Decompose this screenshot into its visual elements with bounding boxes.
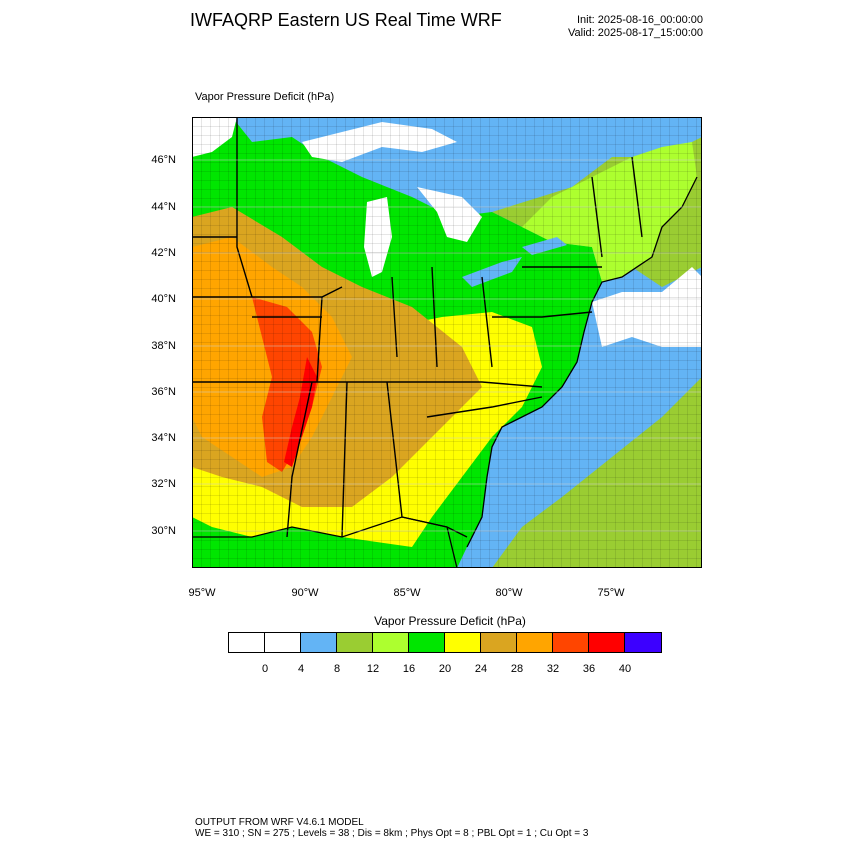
graticule (192, 159, 702, 532)
lon-label: 85°W (393, 587, 421, 599)
lat-label: 46°N (151, 154, 176, 166)
valid-time: Valid: 2025-08-17_15:00:00 (568, 27, 703, 39)
colorbar-tick-label: 36 (582, 663, 596, 675)
colorbar-tick-label: 16 (402, 663, 416, 675)
lat-label: 42°N (151, 247, 176, 259)
lon-label: 95°W (188, 587, 216, 599)
colorbar-tick-label: 40 (618, 663, 632, 675)
colorbar-swatch (481, 633, 517, 652)
run-info: Init: 2025-08-16_00:00:00 Valid: 2025-08… (568, 14, 703, 40)
county-lines (192, 117, 702, 568)
map-frame (192, 117, 702, 568)
lat-label: 38°N (151, 340, 176, 352)
model-config: WE = 310 ; SN = 275 ; Levels = 38 ; Dis … (195, 828, 589, 839)
colorbar-tick-label: 0 (261, 663, 269, 675)
colorbar-swatch (517, 633, 553, 652)
field-subtitle: Vapor Pressure Deficit (hPa) (195, 91, 335, 103)
lat-label: 34°N (151, 432, 176, 444)
colorbar-swatch (301, 633, 337, 652)
lon-label: 80°W (495, 587, 523, 599)
lon-label: 90°W (291, 587, 319, 599)
map-title: IWFAQRP Eastern US Real Time WRF (190, 10, 502, 30)
colorbar-swatch (409, 633, 445, 652)
colorbar-swatch (265, 633, 301, 652)
colorbar-tick-label: 20 (438, 663, 452, 675)
init-time: Init: 2025-08-16_00:00:00 (577, 14, 703, 26)
lon-label: 75°W (597, 587, 625, 599)
colorbar-tick-label: 8 (333, 663, 341, 675)
colorbar-tick-label: 24 (474, 663, 488, 675)
colorbar-swatch (625, 633, 661, 652)
lat-label: 30°N (151, 525, 176, 537)
model-version: OUTPUT FROM WRF V4.6.1 MODEL (195, 817, 364, 828)
colorbar-tick-label: 12 (366, 663, 380, 675)
colorbar-swatch (373, 633, 409, 652)
lat-label: 40°N (151, 293, 176, 305)
colorbar-title: Vapor Pressure Deficit (hPa) (374, 614, 526, 628)
colorbar-tick-label: 32 (546, 663, 560, 675)
lat-label: 32°N (151, 478, 176, 490)
colorbar (228, 632, 662, 653)
colorbar-swatch (589, 633, 625, 652)
colorbar-swatch (229, 633, 265, 652)
colorbar-tick-label: 28 (510, 663, 524, 675)
model-info: OUTPUT FROM WRF V4.6.1 MODEL WE = 310 ; … (195, 817, 588, 839)
colorbar-swatch (337, 633, 373, 652)
vpd-map (192, 117, 702, 568)
colorbar-swatch (553, 633, 589, 652)
colorbar-swatch (445, 633, 481, 652)
lat-label: 44°N (151, 201, 176, 213)
coastline (192, 516, 458, 568)
atlantic-coastline (466, 176, 698, 548)
map-canvas (192, 117, 702, 568)
lat-label: 36°N (151, 386, 176, 398)
colorbar-tick-label: 4 (297, 663, 305, 675)
